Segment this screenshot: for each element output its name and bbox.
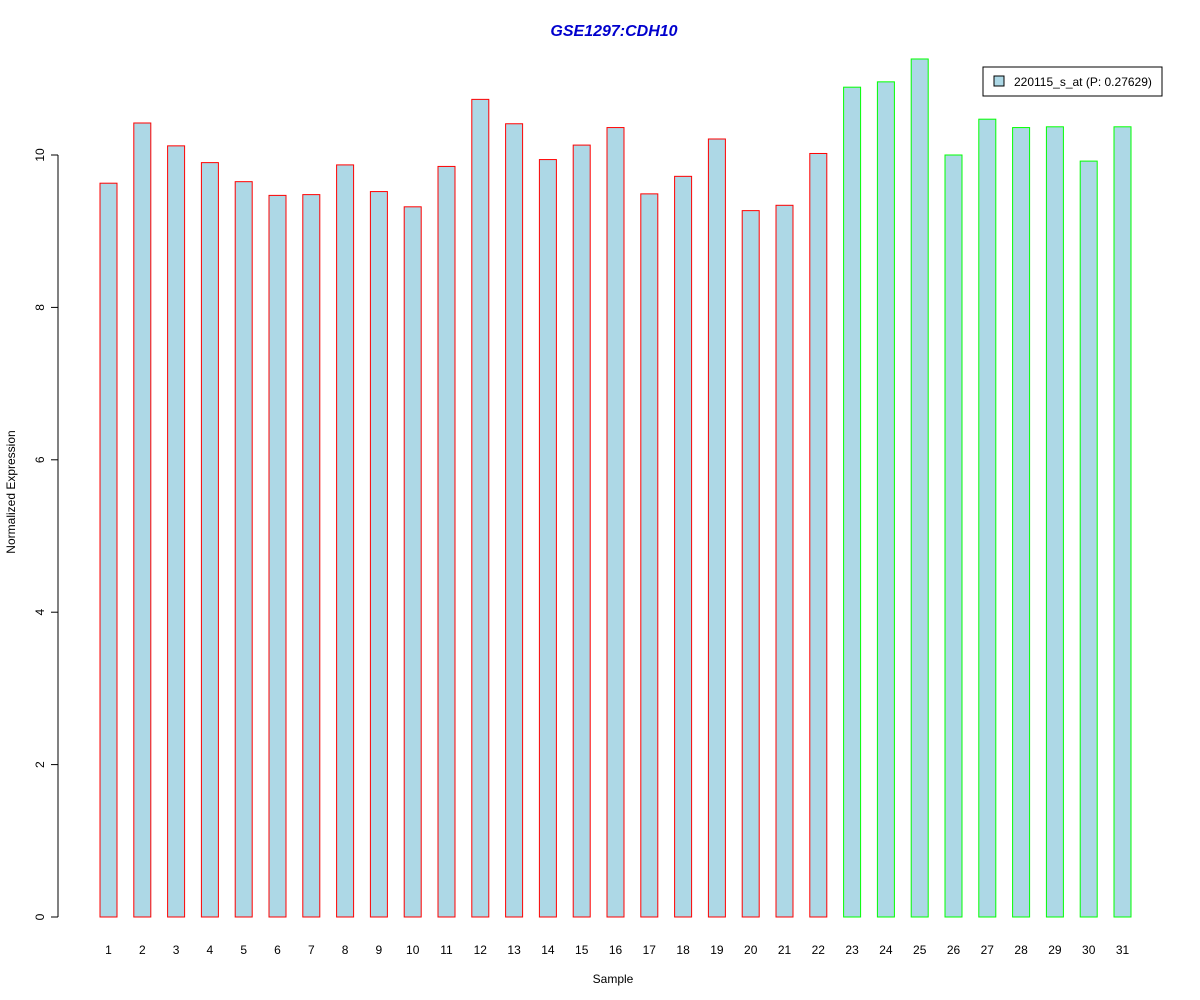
y-tick-label: 8 [33,304,47,311]
bar-sample-9 [369,191,388,918]
legend-swatch [993,75,1005,87]
bar-sample-1 [99,182,118,918]
y-tick-label: 0 [33,913,47,920]
x-tick-label: 22 [812,943,826,957]
y-axis-label: Normalized Expression [4,430,18,553]
bar-sample-23 [843,86,862,918]
bar-sample-25 [910,58,929,918]
y-tick-label: 4 [33,609,47,616]
x-tick-label: 4 [207,943,214,957]
bar-sample-10 [403,206,422,918]
bar-sample-21 [775,204,794,918]
bar-sample-24 [876,81,895,918]
x-tick-label: 25 [913,943,927,957]
bars [99,58,1132,918]
legend-box [982,66,1163,97]
x-tick-label: 2 [139,943,146,957]
bar-sample-15 [572,144,591,918]
bar-sample-2 [133,122,152,918]
x-tick-label: 8 [342,943,349,957]
bar-sample-8 [336,164,355,918]
bar-sample-31 [1113,126,1132,918]
chart-title: GSE1297:CDH10 [550,23,677,40]
x-tick-label: 16 [609,943,623,957]
x-tick-label: 1 [105,943,112,957]
x-tick-label: 31 [1116,943,1130,957]
bar-sample-7 [302,194,321,918]
x-tick-label: 30 [1082,943,1096,957]
bar-sample-28 [1012,127,1031,918]
bar-sample-11 [437,165,456,918]
bar-sample-30 [1079,160,1098,918]
bar-sample-12 [471,98,490,918]
x-tick-label: 13 [507,943,521,957]
bar-sample-20 [741,210,760,918]
x-tick-label: 15 [575,943,589,957]
x-axis: 1 2 3 4 5 6 7 8 9 10 11 12 13 14 15 16 17 18 19 20 21 22 23 24 2… [105,943,1129,957]
x-tick-label: 24 [879,943,893,957]
x-tick-label: 23 [845,943,859,957]
x-tick-label: 28 [1014,943,1028,957]
x-tick-label: 19 [710,943,724,957]
x-tick-label: 14 [541,943,555,957]
bar-sample-22 [809,152,828,918]
bar-sample-26 [944,154,963,918]
legend-entry-label: 220115_s_at (P: 0.27629) [1014,75,1152,89]
bar-sample-13 [505,123,524,918]
x-tick-label: 27 [981,943,995,957]
bar-sample-17 [640,193,659,918]
x-tick-label: 21 [778,943,792,957]
x-tick-label: 26 [947,943,961,957]
x-tick-label: 12 [474,943,488,957]
bar-sample-29 [1045,126,1064,918]
x-tick-label: 5 [240,943,247,957]
bar-sample-4 [200,162,219,918]
bar-sample-18 [674,175,693,918]
x-tick-label: 7 [308,943,315,957]
x-tick-label: 9 [376,943,383,957]
x-tick-label: 17 [643,943,657,957]
y-axis: 0 2 4 6 8 10 [33,148,59,920]
y-tick-label: 2 [33,761,47,768]
y-tick-label: 10 [33,148,47,162]
bar-sample-3 [167,145,186,918]
x-tick-label: 20 [744,943,758,957]
x-tick-label: 11 [440,943,453,957]
bar-sample-5 [234,181,253,918]
x-tick-label: 3 [173,943,180,957]
bar-sample-16 [606,127,625,918]
legend: 220115_s_at (P: 0.27629) [982,66,1163,97]
bar-sample-6 [268,194,287,918]
x-axis-label: Sample [593,972,634,986]
bar-sample-14 [538,159,557,918]
bar-sample-19 [707,138,726,918]
x-tick-label: 10 [406,943,420,957]
y-tick-label: 6 [33,456,47,463]
x-tick-label: 29 [1048,943,1062,957]
x-tick-label: 6 [274,943,281,957]
x-tick-label: 18 [676,943,690,957]
bar-sample-27 [978,118,997,918]
